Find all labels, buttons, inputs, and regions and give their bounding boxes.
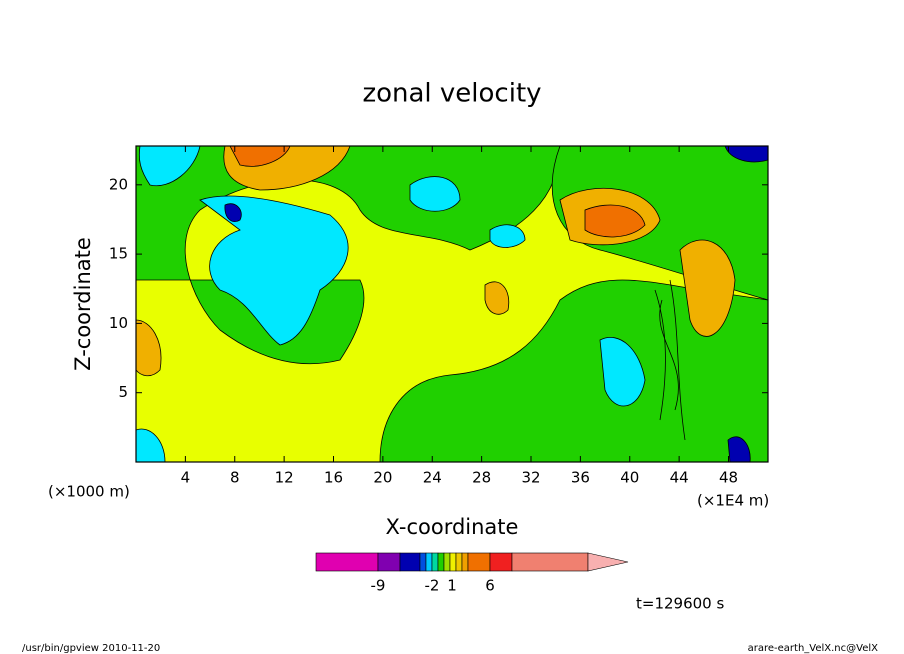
colorbar-segment <box>467 552 491 572</box>
chart-title: zonal velocity <box>362 79 541 109</box>
y-tick-label: 10 <box>109 314 128 332</box>
y-tick-label: 15 <box>109 245 128 263</box>
x-tick-label: 40 <box>620 469 639 487</box>
y-axis-label: Z-coordinate <box>71 237 95 371</box>
colorbar-segment <box>455 552 463 572</box>
colorbar-tick-label: 6 <box>485 577 495 595</box>
x-unit-label: (×1E4 m) <box>697 492 769 510</box>
colorbar-segment <box>425 552 433 572</box>
x-tick-label: 36 <box>571 469 590 487</box>
x-axis-label: X-coordinate <box>386 515 519 539</box>
x-tick-label: 16 <box>324 469 343 487</box>
x-tick-label: 28 <box>472 469 491 487</box>
footer-right: arare-earth_VelX.nc@VelX <box>748 643 879 654</box>
colorbar-segment <box>489 552 513 572</box>
x-unit-label: (×1000 m) <box>48 483 130 501</box>
colorbar-segment <box>437 552 445 572</box>
colorbar-segment <box>449 552 457 572</box>
colorbar-extension <box>587 552 629 572</box>
x-tick-label: 48 <box>719 469 738 487</box>
colorbar-segment <box>377 552 401 572</box>
x-tick-label: 44 <box>670 469 689 487</box>
x-tick-label: 12 <box>275 469 294 487</box>
x-tick-label: 20 <box>373 469 392 487</box>
colorbar-tick-label: -9 <box>371 577 386 595</box>
annotation: t=129600 s <box>636 595 724 613</box>
colorbar-segment <box>511 552 589 572</box>
colorbar-segment <box>315 552 379 572</box>
x-tick-label: 24 <box>423 469 442 487</box>
y-tick-label: 5 <box>118 383 128 401</box>
colorbar-segment <box>431 552 439 572</box>
plot-frame <box>135 145 769 463</box>
contour-field <box>136 146 768 462</box>
y-tick-label: 20 <box>109 175 128 193</box>
colorbar-segment <box>419 552 427 572</box>
x-tick-label: 32 <box>521 469 540 487</box>
colorbar-segment <box>399 552 421 572</box>
footer-left: /usr/bin/gpview 2010-11-20 <box>22 643 160 654</box>
colorbar-tick-label: -2 <box>425 577 440 595</box>
x-tick-label: 8 <box>230 469 240 487</box>
colorbar-segment <box>443 552 451 572</box>
x-tick-label: 4 <box>181 469 191 487</box>
colorbar-segment <box>461 552 469 572</box>
colorbar-tick-label: 1 <box>447 577 457 595</box>
